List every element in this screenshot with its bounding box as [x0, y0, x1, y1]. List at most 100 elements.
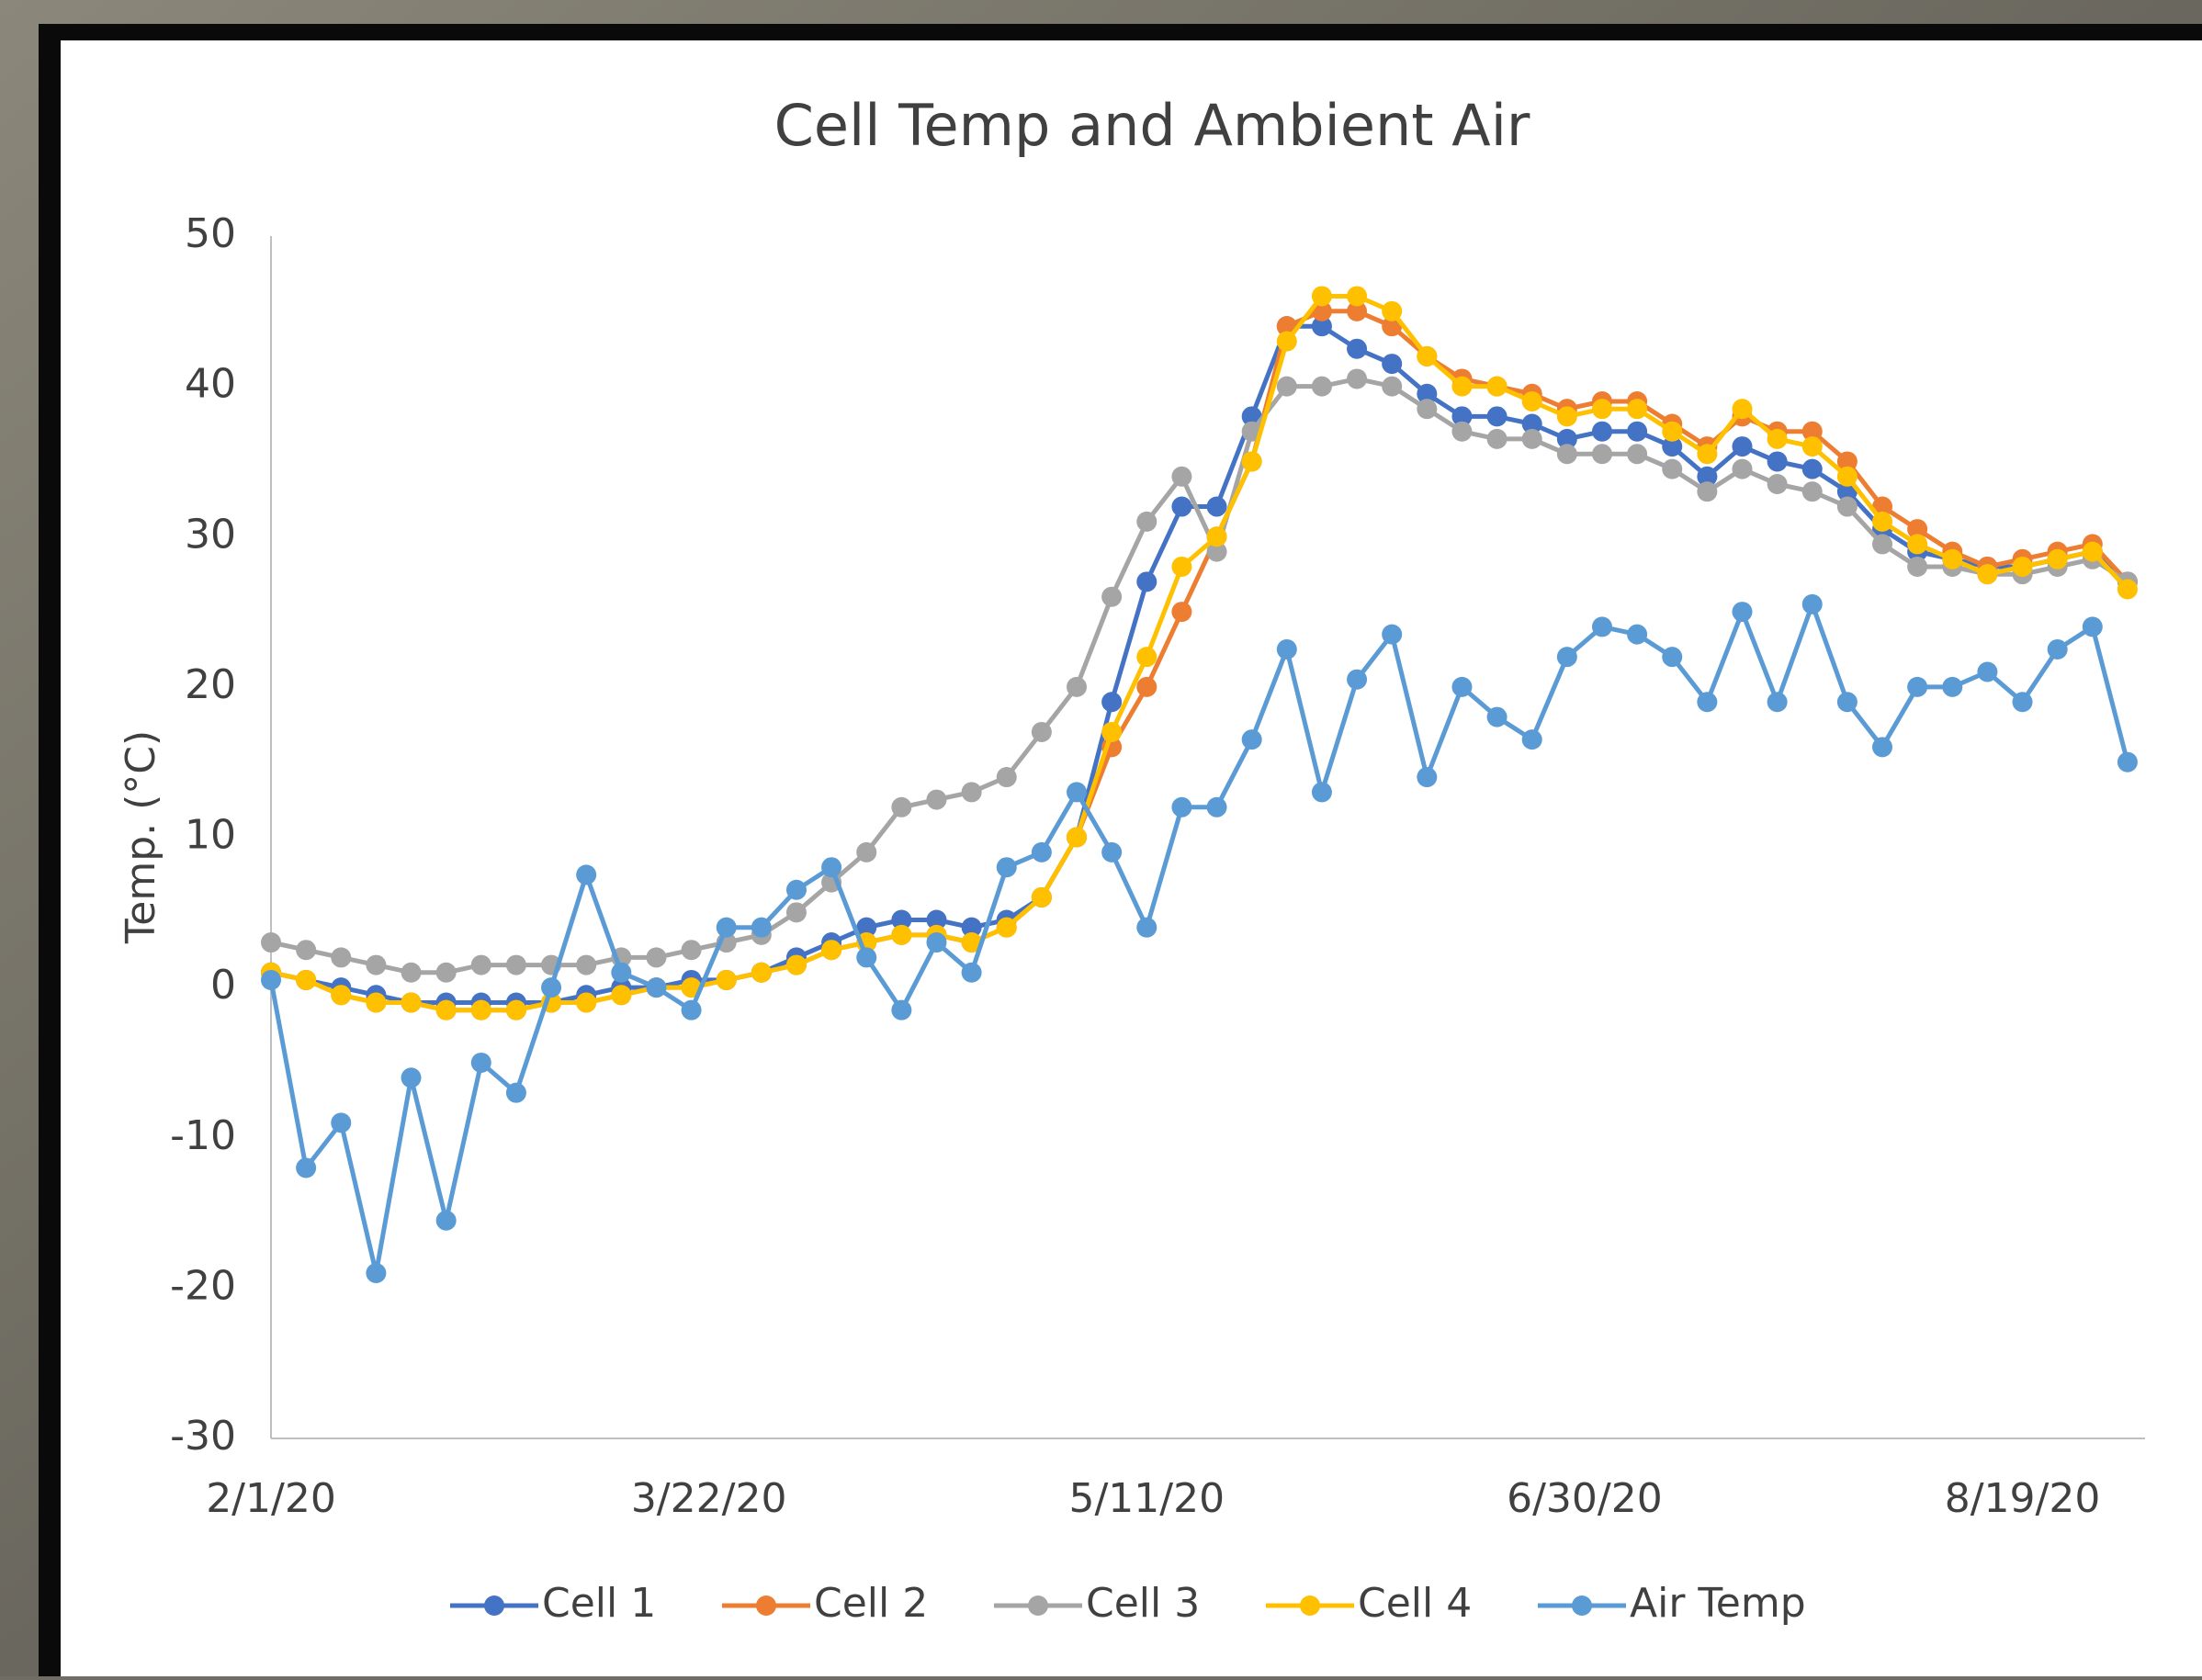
- data-point: [1977, 662, 1997, 682]
- data-point: [366, 955, 386, 975]
- x-tick-label: 3/22/20: [631, 1475, 787, 1522]
- data-point: [786, 880, 807, 900]
- data-point: [331, 1112, 351, 1133]
- data-point: [926, 932, 946, 953]
- data-point: [1382, 625, 1402, 645]
- data-point: [1451, 677, 1472, 697]
- legend-label: Cell 4: [1358, 1580, 1472, 1627]
- data-point: [717, 918, 737, 938]
- data-point: [1732, 399, 1752, 419]
- data-point: [1136, 512, 1157, 532]
- data-point: [821, 857, 841, 877]
- data-point: [1417, 399, 1437, 419]
- y-tick-label: -10: [170, 1112, 236, 1159]
- data-point: [997, 767, 1017, 787]
- y-tick-label: 10: [185, 812, 236, 859]
- data-point: [1732, 436, 1752, 457]
- data-point: [1347, 286, 1367, 306]
- y-tick-label: -30: [170, 1413, 236, 1460]
- data-point: [1032, 887, 1052, 908]
- chart-panel: [61, 40, 2202, 1676]
- data-point: [2117, 580, 2138, 600]
- data-point: [1067, 828, 1087, 848]
- data-point: [1837, 467, 1858, 487]
- data-point: [1101, 587, 1122, 607]
- data-point: [1732, 602, 1752, 622]
- data-point: [1697, 444, 1717, 464]
- data-point: [436, 1211, 457, 1231]
- data-point: [1802, 481, 1823, 502]
- data-point: [1171, 797, 1191, 817]
- data-point: [1802, 594, 1823, 614]
- data-point: [856, 842, 876, 863]
- chart-title: Cell Temp and Ambient Air: [774, 92, 1530, 159]
- data-point: [296, 940, 316, 960]
- data-point: [1136, 918, 1157, 938]
- data-point: [401, 1067, 422, 1088]
- x-tick-label: 2/1/20: [206, 1475, 336, 1522]
- data-point: [1837, 497, 1858, 517]
- data-point: [1171, 497, 1191, 517]
- data-point: [1382, 301, 1402, 321]
- data-point: [1767, 451, 1788, 471]
- data-point: [1522, 391, 1542, 412]
- legend-label: Cell 3: [1086, 1580, 1200, 1627]
- data-point: [682, 940, 702, 960]
- data-point: [1451, 422, 1472, 442]
- data-point: [1697, 481, 1717, 502]
- data-point: [1032, 842, 1052, 863]
- data-point: [1101, 842, 1122, 863]
- data-point: [1067, 677, 1087, 697]
- data-point: [997, 857, 1017, 877]
- data-point: [471, 1000, 491, 1020]
- data-point: [1977, 564, 1997, 584]
- data-point: [1136, 647, 1157, 667]
- data-point: [891, 1000, 911, 1020]
- data-point: [962, 963, 982, 983]
- data-point: [1802, 436, 1823, 457]
- data-point: [1732, 459, 1752, 479]
- data-point: [2048, 549, 2068, 569]
- data-point: [891, 925, 911, 945]
- data-point: [576, 864, 596, 885]
- data-point: [296, 970, 316, 990]
- data-point: [1592, 444, 1612, 464]
- data-point: [331, 947, 351, 967]
- data-point: [682, 1000, 702, 1020]
- data-point: [1592, 422, 1612, 442]
- data-point: [1242, 451, 1262, 471]
- legend-marker: [756, 1595, 776, 1616]
- y-tick-label: 50: [185, 210, 236, 257]
- data-point: [1767, 429, 1788, 449]
- data-point: [506, 955, 526, 975]
- data-point: [1487, 377, 1508, 397]
- data-point: [1417, 346, 1437, 366]
- data-point: [2083, 616, 2103, 637]
- data-point: [821, 940, 841, 960]
- page: Cell Temp and Ambient Air Temp. (°C) -30…: [0, 0, 2202, 1676]
- data-point: [751, 918, 772, 938]
- data-point: [1347, 670, 1367, 690]
- data-point: [856, 947, 876, 967]
- data-point: [1907, 557, 1927, 577]
- data-point: [1207, 526, 1227, 547]
- data-point: [1101, 722, 1122, 742]
- data-point: [1522, 429, 1542, 449]
- legend-marker: [484, 1595, 504, 1616]
- x-tick-label: 6/30/20: [1507, 1475, 1663, 1522]
- data-point: [1837, 692, 1858, 712]
- data-point: [1417, 767, 1437, 787]
- data-point: [1557, 406, 1577, 426]
- data-point: [786, 902, 807, 922]
- data-point: [717, 970, 737, 990]
- data-point: [541, 977, 561, 998]
- data-point: [1207, 797, 1227, 817]
- data-point: [1312, 377, 1332, 397]
- data-point: [891, 797, 911, 817]
- data-point: [1171, 467, 1191, 487]
- data-point: [1627, 399, 1647, 419]
- data-point: [997, 918, 1017, 938]
- data-point: [436, 1000, 457, 1020]
- data-point: [436, 963, 457, 983]
- y-tick-label: 0: [210, 962, 236, 1009]
